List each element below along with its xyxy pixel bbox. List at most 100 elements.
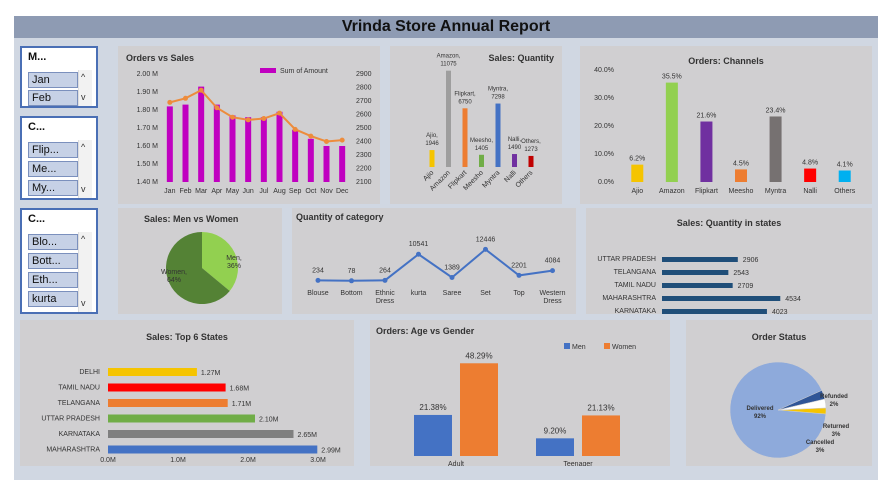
bar (292, 129, 299, 182)
x-tick-label: Dress (543, 298, 562, 305)
data-label: Men, (226, 255, 242, 262)
y-tick-label: KARNATAKA (59, 431, 101, 438)
slicer-item[interactable]: Eth... (28, 272, 78, 288)
bar (662, 257, 738, 262)
slicer-item[interactable]: My... (28, 180, 78, 196)
line-point (214, 105, 220, 111)
line-point (167, 99, 173, 105)
slicer-item[interactable]: Feb (28, 90, 78, 106)
data-label: 1405 (475, 146, 489, 152)
y-tick-label: 1.70 M (137, 125, 159, 132)
x-tick-label: Dec (336, 188, 349, 195)
bar (339, 146, 346, 182)
y-tick-label: DELHI (79, 369, 100, 376)
slicer-item[interactable]: Jan (28, 72, 78, 88)
data-label: Amazon, (437, 54, 461, 60)
x-tick-label: Dress (376, 298, 395, 305)
data-label: 2709 (738, 283, 754, 290)
x-tick-label: Teenager (563, 461, 593, 466)
y-tick-label: 1.90 M (137, 89, 159, 96)
data-label: 1946 (425, 141, 439, 147)
x-tick-label: Amazon (659, 188, 685, 195)
data-label: 92% (754, 414, 767, 420)
data-label: 2.10M (259, 417, 279, 424)
data-label: 4084 (545, 258, 561, 265)
x-tick-label: Apr (211, 188, 223, 195)
chart-sales-quantity: Ajio,1946AjioAmazon,11075AmazonFlipkart,… (422, 54, 541, 193)
slicer-item[interactable]: kurta (28, 291, 78, 307)
data-label: 21.38% (419, 403, 446, 412)
chevron-down-icon[interactable]: v (81, 92, 86, 102)
data-label: Delivered (746, 406, 773, 412)
chart-title: Quantity of category (296, 212, 384, 222)
slicer-item[interactable]: Flip... (28, 142, 78, 158)
legend-swatch (564, 343, 570, 349)
bar (662, 270, 729, 275)
y-tick-label: TELANGANA (614, 269, 657, 276)
legend-swatch (604, 343, 610, 349)
y-tick-label: UTTAR PRADESH (597, 256, 656, 263)
bar (166, 106, 173, 182)
y2-tick-label: 2500 (356, 125, 372, 132)
bar (414, 414, 452, 456)
chevron-down-icon[interactable]: v (81, 298, 86, 308)
slicer-channel[interactable]: C... Flip... Me... My... ^ v (20, 116, 98, 200)
slicer-item[interactable]: Me... (28, 161, 78, 177)
pie-slice (166, 232, 230, 304)
x-tick-label: Set (480, 290, 491, 297)
legend-swatch (260, 68, 276, 73)
x-tick-label: Ajio (631, 188, 643, 195)
slicer-month[interactable]: M... Jan Feb ^ v (20, 46, 98, 108)
chart-orders-channels: 40.0% 30.0% 20.0% 10.0% 0.0% 6.2% Ajio 35.5% Ama… (594, 67, 856, 195)
panel-quantity-category: Quantity of category 234 Blouse 78 Bottom 26… (292, 208, 576, 314)
slicer-item[interactable]: Blo... (28, 234, 78, 250)
chart-age-gender: 21.38% 48.29% Adult 9.20% 21.13% Teenager Men W… (414, 343, 636, 468)
y-tick-label: KARNATAKA (615, 308, 657, 314)
chevron-up-icon[interactable]: ^ (81, 142, 86, 152)
line-point (483, 246, 488, 252)
data-label: Myntra, (488, 87, 508, 93)
line-point (198, 87, 204, 93)
panel-men-vs-women: Sales: Men vs Women Men, 36% Women, 64% (118, 208, 282, 314)
data-label: 6.2% (629, 156, 645, 163)
slicer-scrollbar[interactable]: ^ v (78, 70, 92, 106)
legend-label: Men (572, 344, 586, 351)
chevron-down-icon[interactable]: v (81, 184, 86, 194)
y-tick-label: MAHARASHTRA (602, 295, 656, 302)
bar (307, 138, 314, 182)
panel-orders-channels: Orders: Channels 40.0% 30.0% 20.0% 10.0% 0.0… (580, 46, 872, 204)
x-tick-label: Ethnic (375, 290, 395, 297)
slicer-category[interactable]: C... Blo... Bott... Eth... kurta ^ v (20, 208, 98, 314)
data-label: Cancelled (806, 440, 835, 446)
data-label: 2.65M (298, 432, 318, 439)
chart-men-vs-women: Men,36% Women,64% (161, 232, 242, 304)
data-label: 78 (348, 268, 356, 275)
slicer-header: M... (28, 51, 47, 63)
data-label: 1389 (444, 264, 460, 271)
data-label: 64% (167, 277, 181, 284)
bar (323, 146, 330, 182)
data-label: 2% (830, 402, 839, 408)
line-point (516, 272, 522, 278)
bar (536, 438, 574, 456)
y2-tick-label: 2100 (356, 179, 372, 186)
bar (213, 104, 220, 182)
line-point (315, 277, 321, 283)
y-tick-label: MAHARASHTRA (46, 447, 100, 454)
chevron-up-icon[interactable]: ^ (81, 72, 86, 82)
bar (495, 103, 501, 167)
line-point (277, 110, 282, 116)
pie-slice (729, 361, 827, 459)
slicer-item[interactable]: Bott... (28, 253, 78, 269)
data-label: 3% (832, 432, 841, 438)
chevron-up-icon[interactable]: ^ (81, 234, 86, 244)
pie-slice (202, 232, 238, 291)
slicer-scrollbar[interactable]: ^ v (78, 232, 92, 312)
y2-tick-label: 2300 (356, 152, 372, 159)
bar (460, 363, 498, 456)
x-tick-label: Bottom (340, 290, 362, 297)
data-label: Flipkart, (454, 91, 476, 97)
bar (108, 368, 197, 376)
slicer-scrollbar[interactable]: ^ v (78, 140, 92, 198)
data-label: 2906 (743, 257, 759, 264)
